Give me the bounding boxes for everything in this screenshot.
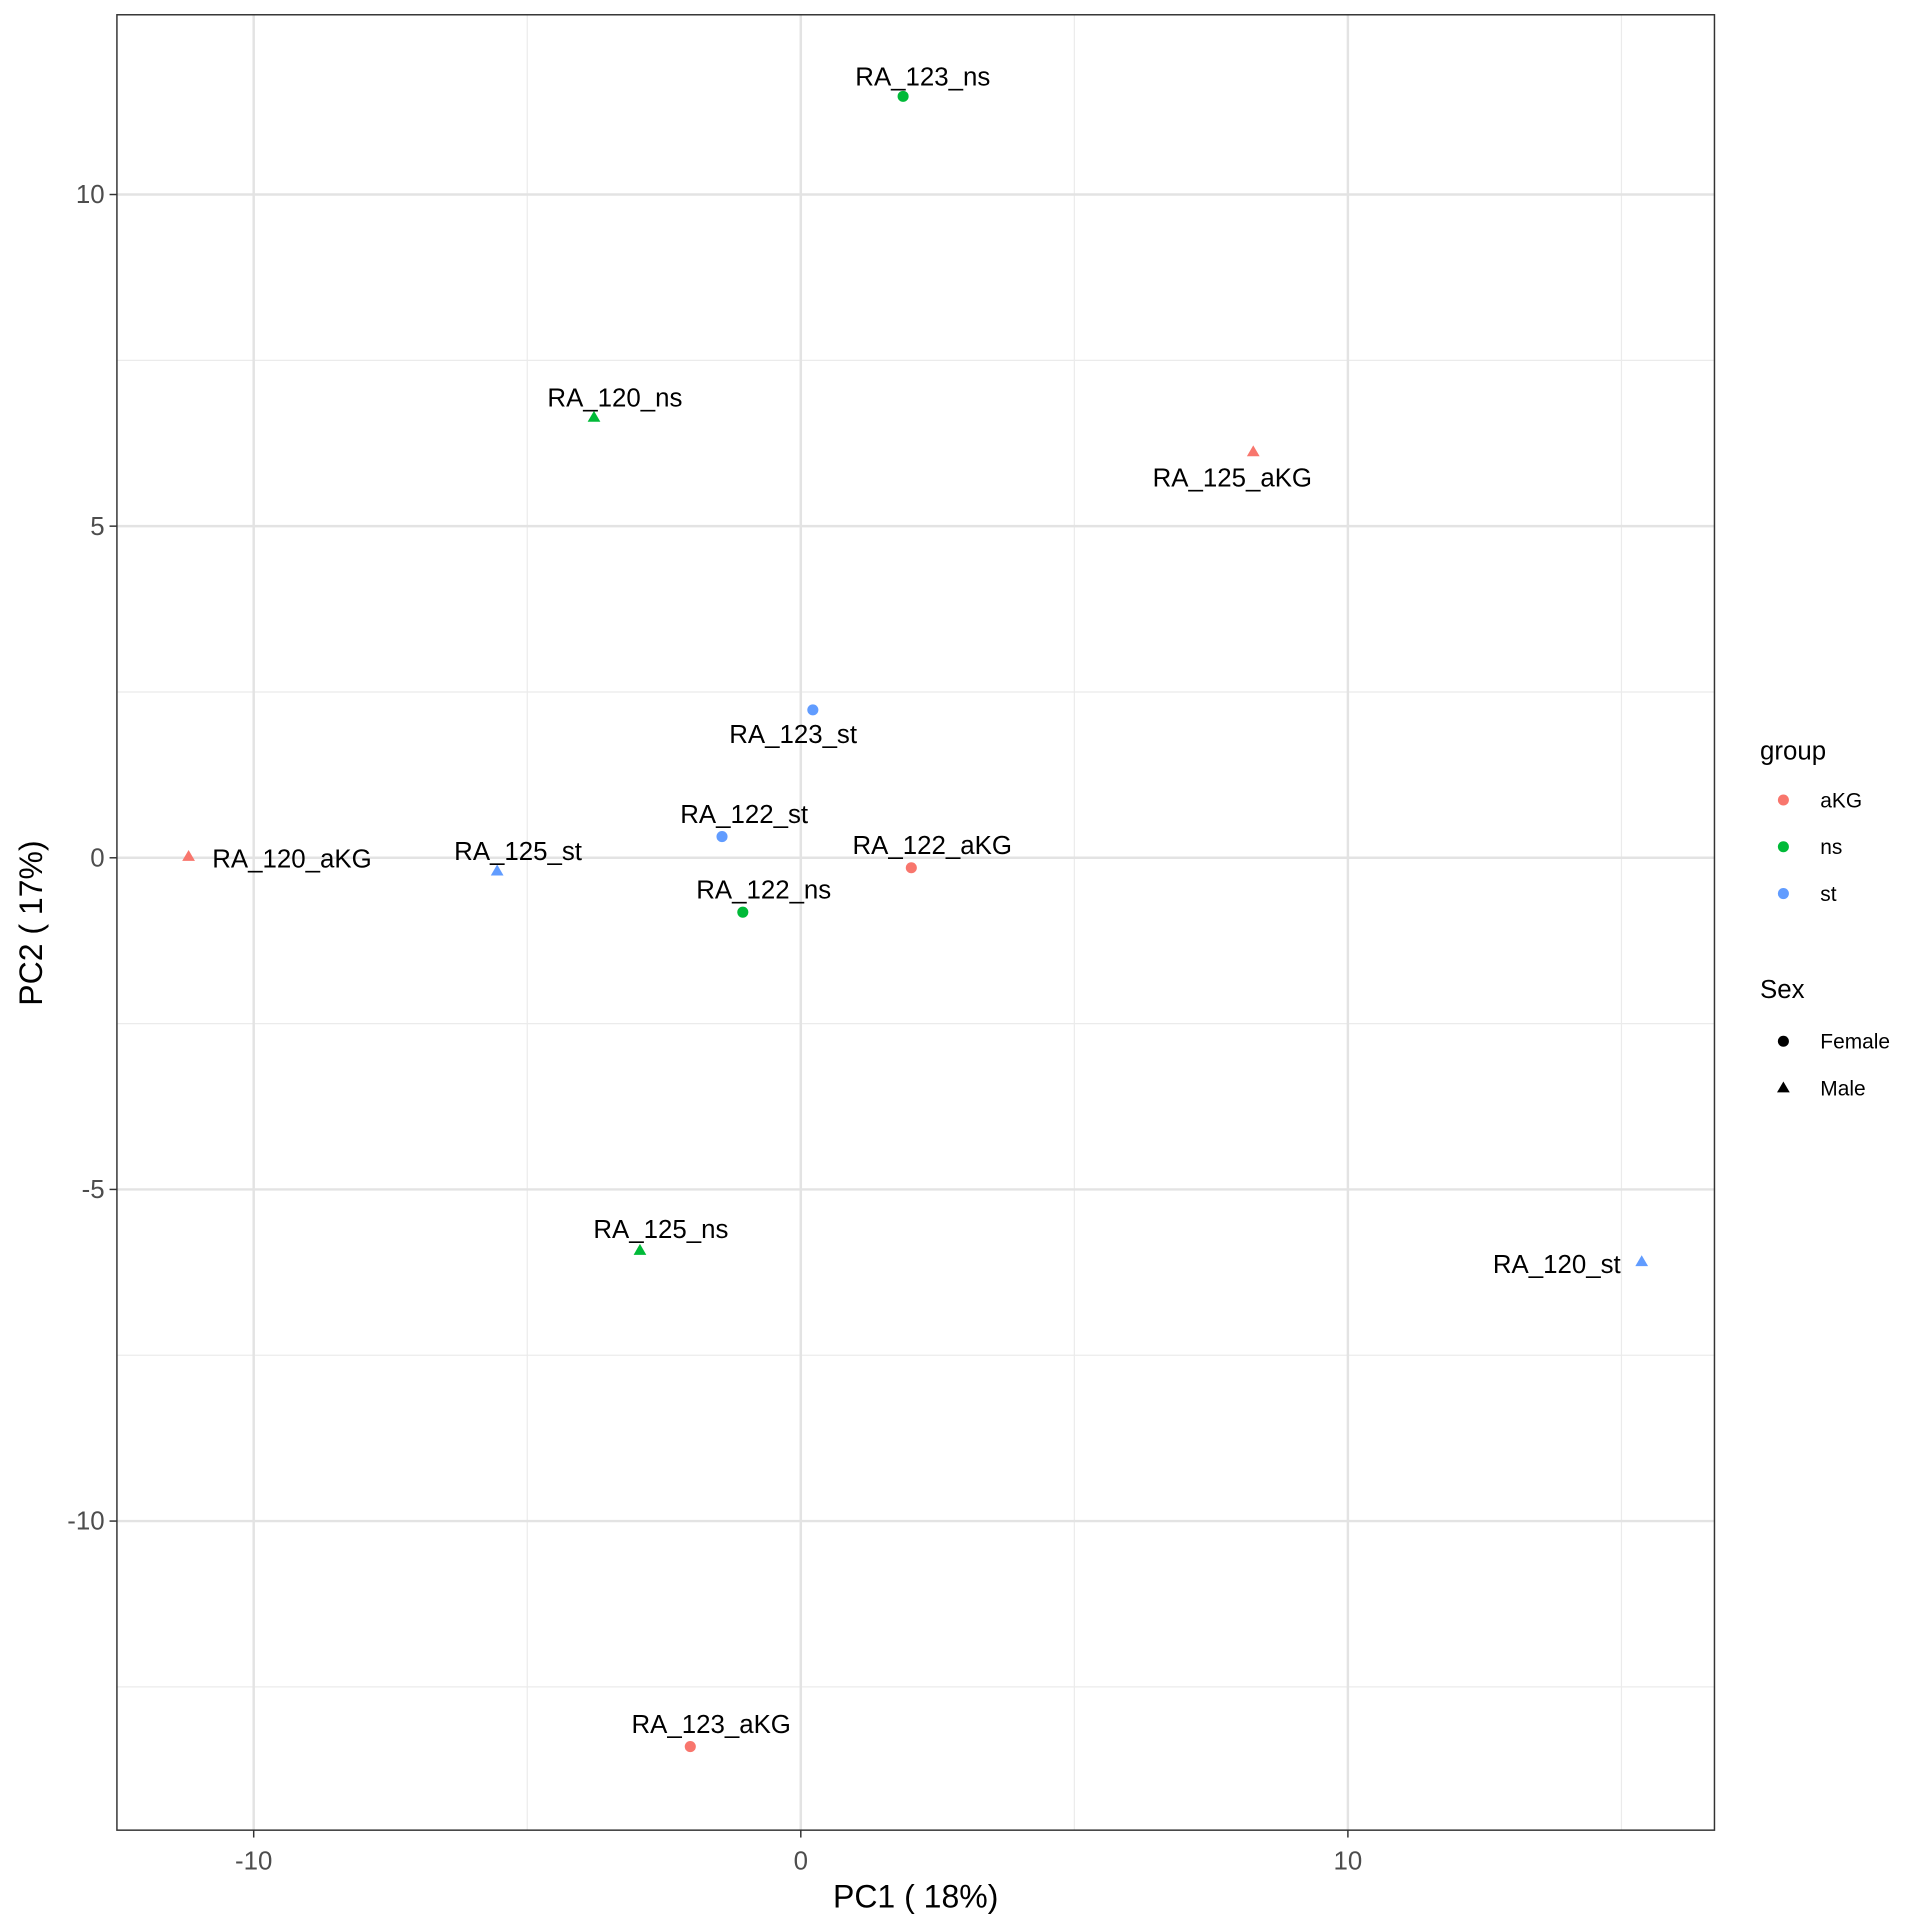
legend-sex-title: Sex	[1760, 976, 1805, 1004]
y-tick-label: 0	[90, 844, 104, 872]
legend-group-title: group	[1760, 737, 1826, 765]
y-axis-title: PC2 ( 17%)	[13, 840, 49, 1005]
data-point-RA_122_st	[716, 831, 728, 843]
legend-key-male	[1777, 1081, 1790, 1093]
legend-label: Male	[1820, 1077, 1865, 1100]
y-tick-label: 10	[76, 181, 105, 209]
x-tick-label: 0	[794, 1848, 808, 1876]
legend-key-st	[1777, 888, 1789, 900]
data-point-RA_125_st	[490, 864, 504, 876]
data-point-RA_120_aKG	[182, 849, 195, 861]
x-tick-label: 10	[1334, 1848, 1363, 1876]
data-point-RA_125_ns	[633, 1243, 647, 1255]
point-label: RA_123_ns	[855, 63, 990, 91]
point-label: RA_125_ns	[593, 1216, 728, 1244]
x-tick-label: -10	[235, 1848, 272, 1876]
y-tick-label: -10	[67, 1508, 104, 1536]
data-point-RA_122_aKG	[905, 862, 917, 874]
legend-key-female	[1777, 1035, 1789, 1047]
legend-label: st	[1820, 883, 1836, 906]
legend-label: ns	[1820, 836, 1842, 859]
point-label: RA_122_st	[680, 801, 808, 829]
axes: -10 0 10 -10 -5 0 5 10	[67, 181, 1362, 1875]
point-label: RA_125_aKG	[1153, 464, 1312, 492]
gridlines	[116, 14, 1715, 1831]
data-point-RA_120_st	[1635, 1255, 1649, 1267]
data-points	[182, 90, 1649, 1753]
data-point-RA_123_st	[807, 704, 819, 716]
legend-label: Female	[1820, 1031, 1890, 1054]
point-label: RA_123_aKG	[632, 1711, 791, 1739]
legend-label: aKG	[1820, 789, 1862, 812]
legend-key-ns	[1777, 841, 1789, 853]
point-label: RA_123_st	[729, 721, 857, 749]
data-point-RA_120_ns	[587, 410, 601, 422]
point-label: RA_120_ns	[547, 384, 682, 412]
data-point-RA_123_ns	[897, 90, 909, 102]
data-point-RA_123_aKG	[684, 1741, 696, 1753]
x-axis-title: PC1 ( 18%)	[833, 1879, 998, 1915]
data-point-RA_122_ns	[737, 906, 749, 918]
y-tick-label: 5	[90, 513, 104, 541]
legend-key-aKG	[1777, 794, 1789, 806]
point-label: RA_122_aKG	[853, 832, 1012, 860]
data-point-RA_125_aKG	[1246, 445, 1260, 457]
point-label: RA_122_ns	[696, 877, 831, 905]
y-tick-label: -5	[82, 1176, 105, 1204]
plot-panel-border	[116, 14, 1716, 1831]
point-label: RA_120_aKG	[212, 846, 371, 874]
legend: group Sex aKG ns st Female Male	[1760, 737, 1890, 1100]
point-label: RA_120_st	[1493, 1251, 1621, 1279]
point-labels: RA_123_ns RA_120_ns RA_125_aKG RA_123_st RA_…	[212, 63, 1620, 1739]
point-label: RA_125_st	[454, 838, 582, 866]
